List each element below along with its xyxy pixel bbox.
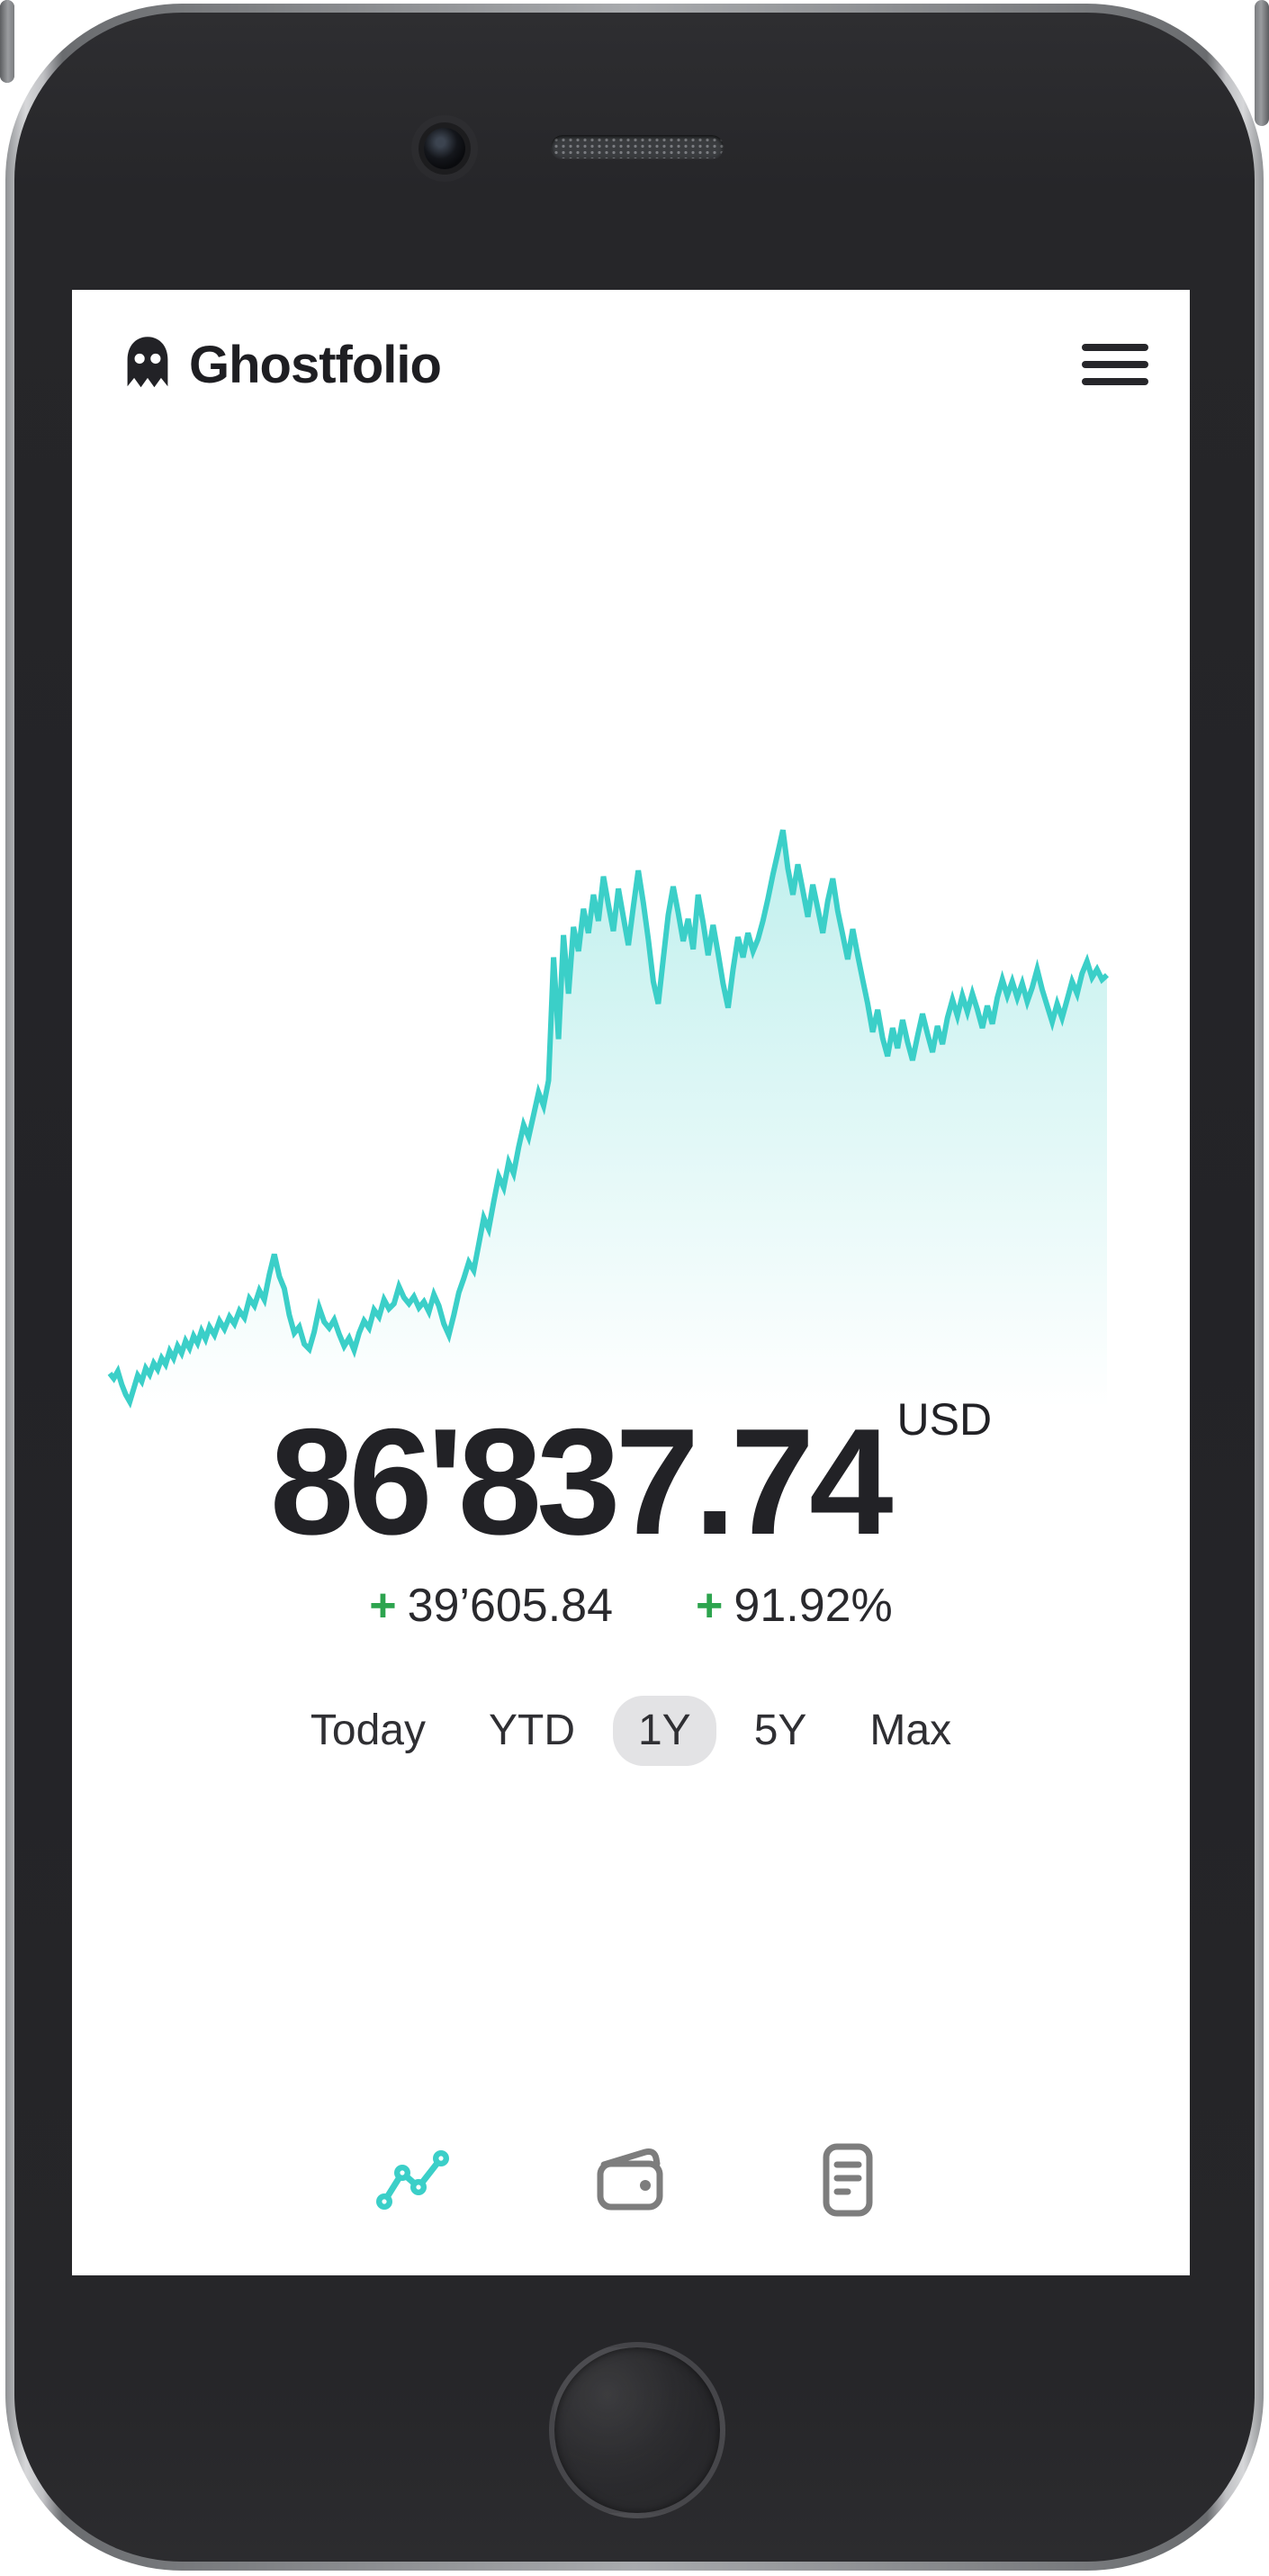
home-button[interactable] (549, 2342, 725, 2518)
phone-body: Ghostfolio (14, 13, 1255, 2562)
phone-frame: Ghostfolio (5, 4, 1264, 2571)
period-button-5y[interactable]: 5Y (729, 1696, 832, 1766)
hamburger-icon[interactable] (1082, 338, 1148, 391)
absolute-change: + 39’605.84 (369, 1579, 613, 1633)
report-icon[interactable] (808, 2140, 887, 2220)
ghost-icon (122, 335, 173, 394)
portfolio-value-block: 86'837.74 USD (72, 1394, 1190, 1566)
plus-sign: + (696, 1580, 724, 1632)
app-screen: Ghostfolio (72, 290, 1190, 2275)
wallet-icon[interactable] (591, 2140, 670, 2220)
app-header: Ghostfolio (122, 324, 1148, 405)
volume-down-button (0, 0, 14, 83)
percent-change: + 91.92% (696, 1579, 893, 1633)
period-button-1y[interactable]: 1Y (612, 1696, 716, 1766)
plus-sign: + (369, 1580, 397, 1632)
currency-label: USD (896, 1394, 993, 1445)
power-button (1255, 0, 1269, 126)
page-title: Ghostfolio (189, 335, 442, 394)
absolute-change-value: 39’605.84 (407, 1580, 614, 1632)
earpiece-speaker (551, 135, 724, 158)
period-button-today[interactable]: Today (285, 1696, 451, 1766)
performance-chart (107, 812, 1110, 1409)
period-button-ytd[interactable]: YTD (464, 1696, 600, 1766)
bottom-nav (72, 2140, 1190, 2220)
portfolio-total-value: 86'837.74 (269, 1397, 894, 1566)
change-row: + 39’605.84 + 91.92% (72, 1579, 1190, 1633)
front-camera (424, 128, 465, 169)
line-chart-icon[interactable] (374, 2140, 454, 2220)
brand: Ghostfolio (122, 335, 442, 395)
period-button-max[interactable]: Max (844, 1696, 976, 1766)
percent-change-value: 91.92% (734, 1580, 893, 1632)
period-selector: Today YTD 1Y 5Y Max (72, 1696, 1190, 1766)
